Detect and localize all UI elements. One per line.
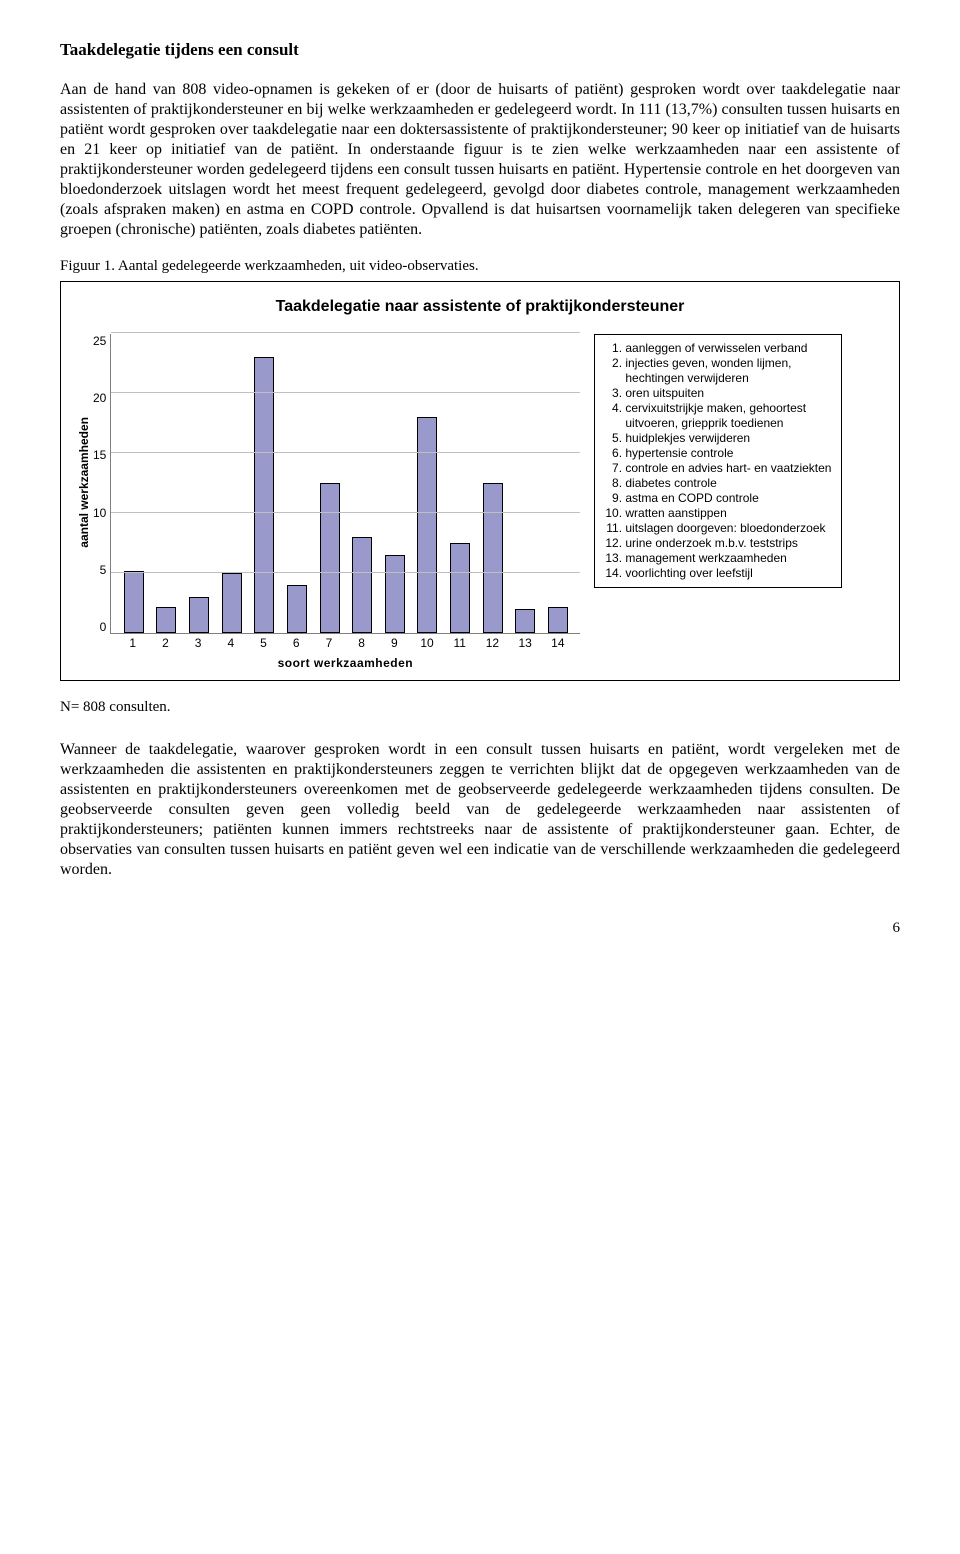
chart-bar xyxy=(548,607,568,633)
conclusion-paragraph: Wanneer de taakdelegatie, waarover gespr… xyxy=(60,740,900,880)
y-tick-label: 5 xyxy=(93,563,106,577)
chart-title: Taakdelegatie naar assistente of praktij… xyxy=(75,298,885,316)
y-tick-label: 15 xyxy=(93,448,106,462)
gridline xyxy=(111,452,580,453)
legend-item: injecties geven, wonden lijmen, hechting… xyxy=(625,356,833,386)
x-tick-label: 13 xyxy=(515,636,535,650)
figure-caption: Figuur 1. Aantal gedelegeerde werkzaamhe… xyxy=(60,258,900,275)
gridline xyxy=(111,572,580,573)
gridline xyxy=(111,512,580,513)
y-tick-label: 0 xyxy=(93,620,106,634)
chart-bar xyxy=(385,555,405,633)
x-tick-label: 14 xyxy=(548,636,568,650)
intro-paragraph: Aan de hand van 808 video-opnamen is gek… xyxy=(60,80,900,240)
chart-bar xyxy=(124,571,144,633)
y-tick-label: 20 xyxy=(93,391,106,405)
chart-bar xyxy=(156,607,176,633)
legend-item: urine onderzoek m.b.v. teststrips xyxy=(625,536,833,551)
legend-list: aanleggen of verwisselen verbandinjectie… xyxy=(603,341,833,581)
legend-item: cervixuitstrijkje maken, gehoortest uitv… xyxy=(625,401,833,431)
chart-bars xyxy=(111,334,580,633)
y-axis-ticks: 25 20 15 10 5 0 xyxy=(93,334,110,634)
x-tick-label: 11 xyxy=(450,636,470,650)
chart-legend: aanleggen of verwisselen verbandinjectie… xyxy=(594,334,842,588)
page-number: 6 xyxy=(60,920,900,937)
sample-size-note: N= 808 consulten. xyxy=(60,699,900,716)
chart-bar xyxy=(352,537,372,633)
chart-plot-area: aantal werkzaamheden 2520151050 12345678… xyxy=(75,334,580,670)
x-tick-label: 2 xyxy=(155,636,175,650)
x-axis-label: soort werkzaamheden xyxy=(110,656,580,670)
y-tick-label: 25 xyxy=(93,334,106,348)
x-tick-label: 8 xyxy=(352,636,372,650)
chart-bar xyxy=(417,417,437,633)
legend-item: oren uitspuiten xyxy=(625,386,833,401)
legend-item: controle en advies hart- en vaatziekten xyxy=(625,461,833,476)
chart-bar xyxy=(254,357,274,633)
chart-bar xyxy=(222,573,242,633)
chart-container: Taakdelegatie naar assistente of praktij… xyxy=(60,281,900,681)
gridline xyxy=(111,332,580,333)
legend-item: huidplekjes verwijderen xyxy=(625,431,833,446)
x-tick-label: 3 xyxy=(188,636,208,650)
y-tick-label: 10 xyxy=(93,506,106,520)
legend-item: hypertensie controle xyxy=(625,446,833,461)
legend-item: voorlichting over leefstijl xyxy=(625,566,833,581)
chart-bar xyxy=(189,597,209,633)
x-tick-label: 5 xyxy=(254,636,274,650)
gridline xyxy=(111,392,580,393)
chart-bar xyxy=(287,585,307,633)
x-tick-label: 7 xyxy=(319,636,339,650)
x-tick-label: 10 xyxy=(417,636,437,650)
legend-item: diabetes controle xyxy=(625,476,833,491)
chart-bar xyxy=(483,483,503,633)
chart-bar xyxy=(320,483,340,633)
legend-item: management werkzaamheden xyxy=(625,551,833,566)
x-tick-label: 6 xyxy=(286,636,306,650)
legend-item: aanleggen of verwisselen verband xyxy=(625,341,833,356)
chart-bar xyxy=(515,609,535,633)
x-tick-label: 12 xyxy=(482,636,502,650)
legend-item: wratten aanstippen xyxy=(625,506,833,521)
chart-plot xyxy=(110,334,580,634)
x-tick-label: 1 xyxy=(123,636,143,650)
chart-bar xyxy=(450,543,470,633)
x-tick-label: 9 xyxy=(384,636,404,650)
legend-item: astma en COPD controle xyxy=(625,491,833,506)
legend-item: uitslagen doorgeven: bloedonderzoek xyxy=(625,521,833,536)
section-heading: Taakdelegatie tijdens een consult xyxy=(60,40,900,60)
y-axis-label: aantal werkzaamheden xyxy=(75,417,93,548)
x-axis-ticks: 1234567891011121314 xyxy=(110,634,580,650)
x-tick-label: 4 xyxy=(221,636,241,650)
